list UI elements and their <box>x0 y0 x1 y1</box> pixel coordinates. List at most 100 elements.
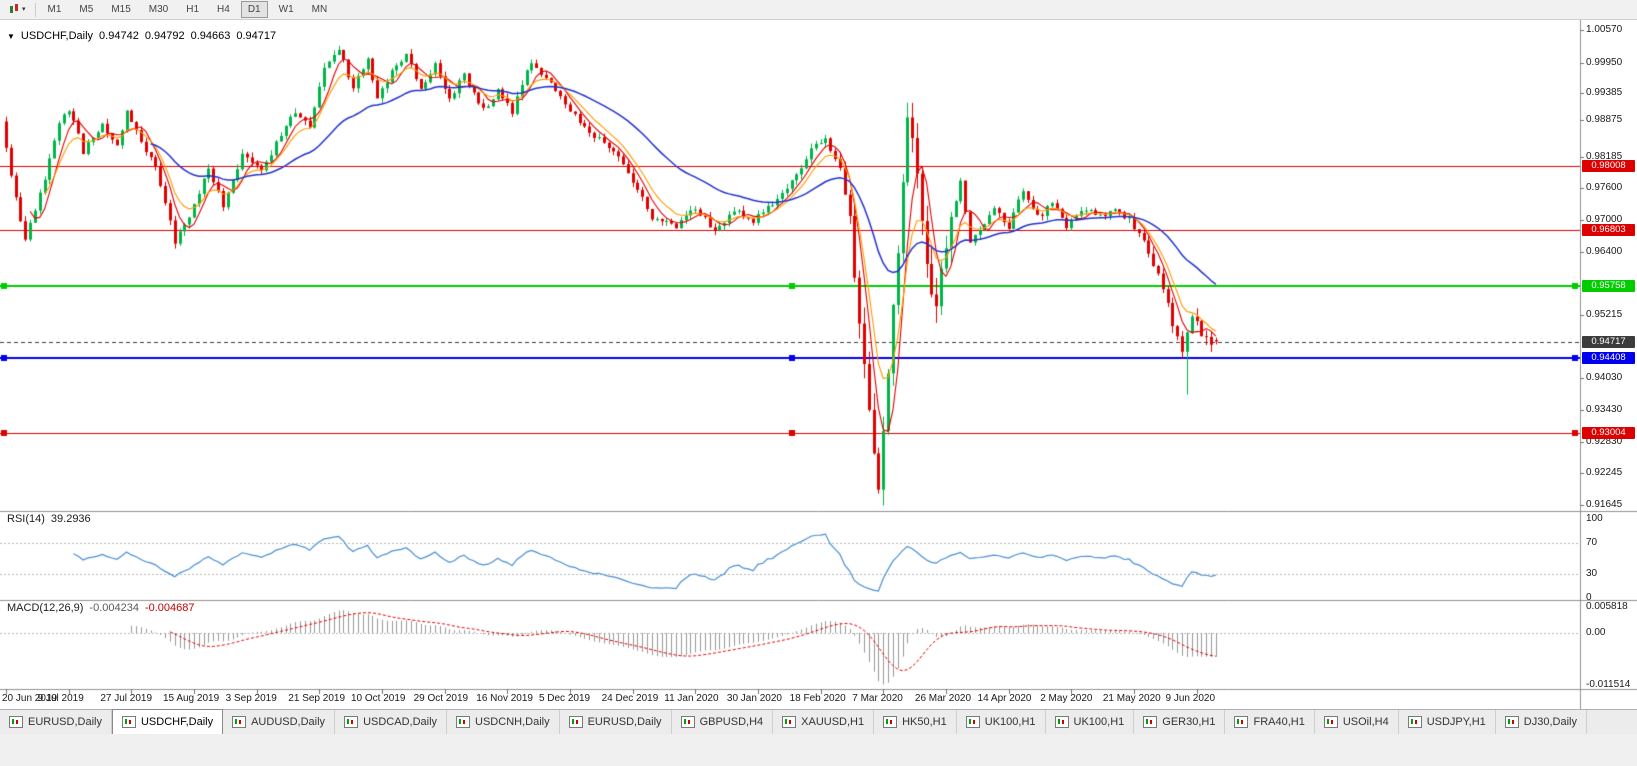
price-axis-tick: 0.97000 <box>1586 214 1623 225</box>
timeframe-buttons: M1 M5 M15 M30 H1 H4 D1 W1 MN <box>41 1 335 18</box>
price-axis-tick: 0.95215 <box>1586 309 1623 320</box>
chart-tab-label: USDCAD,Daily <box>363 716 438 728</box>
chart-tab-icon <box>965 716 980 728</box>
chart-ohlc-readout: ▼ USDCHF,Daily 0.94742 0.94792 0.94663 0… <box>7 30 276 42</box>
time-axis-label: 30 Jan 2020 <box>726 693 782 704</box>
time-axis-label: 18 Feb 2020 <box>789 693 846 704</box>
time-axis-label: 16 Nov 2019 <box>476 693 533 704</box>
rsi-axis-tick: 70 <box>1586 536 1598 548</box>
chart-tabs-bar: EURUSD,Daily USDCHF,Daily AUDUSD,Daily U… <box>0 709 1637 734</box>
price-level-label: 0.95758 <box>1582 280 1635 293</box>
chart-tab-label: HK50,H1 <box>902 716 947 728</box>
time-axis-label: 10 Oct 2019 <box>350 693 406 704</box>
chart-tab-label: EURUSD,Daily <box>28 716 102 728</box>
price-axis-tick: 0.93430 <box>1586 404 1623 415</box>
price-axis-tick: 1.00570 <box>1586 24 1623 35</box>
time-axis-label: 20 Jun 2019 <box>2 693 58 704</box>
price-axis-tick: 0.91645 <box>1586 499 1623 510</box>
timeframe-button[interactable]: MN <box>305 1 335 18</box>
time-axis-label: 21 May 2020 <box>1102 693 1161 704</box>
chart-tab-label: USDCHF,Daily <box>140 716 214 728</box>
macd-signal-value: -0.004687 <box>144 602 195 614</box>
time-axis-label: 2 May 2020 <box>1040 693 1093 704</box>
chart-tab[interactable]: EURUSD,Daily <box>559 710 672 734</box>
time-axis-label: 9 Jun 2020 <box>1165 693 1216 704</box>
chart-tab[interactable]: EURUSD,Daily <box>0 710 112 734</box>
chart-area: ▼ USDCHF,Daily 0.94742 0.94792 0.94663 0… <box>0 20 1637 709</box>
chart-tab[interactable]: GBPUSD,H4 <box>671 710 774 734</box>
price-chart-canvas[interactable] <box>0 20 1637 709</box>
chart-tab[interactable]: XAUUSD,H1 <box>773 710 875 734</box>
price-level-label: 0.93004 <box>1582 426 1635 439</box>
macd-indicator-label: MACD(12,26,9) -0.004234 -0.004687 <box>7 602 195 614</box>
ohlc-high: 0.94792 <box>144 30 185 42</box>
chart-tab-icon <box>232 716 247 728</box>
rsi-name: RSI(14) <box>7 513 45 525</box>
chart-type-button[interactable]: ▾ <box>5 3 30 16</box>
macd-axis-tick: -0.011514 <box>1586 678 1631 690</box>
chart-tab[interactable]: USDCAD,Daily <box>335 710 448 734</box>
timeframe-button[interactable]: M30 <box>142 1 175 18</box>
rsi-value: 39.2936 <box>50 513 91 525</box>
chart-tab[interactable]: FRA40,H1 <box>1225 710 1315 734</box>
ohlc-low: 0.94663 <box>190 30 231 42</box>
chart-tab-icon <box>121 716 136 728</box>
time-axis-label: 11 Jan 2020 <box>664 693 719 704</box>
timeframe-toolbar: ▾ M1 M5 M15 M30 H1 H4 D1 W1 MN <box>0 0 1637 20</box>
rsi-axis-tick: 30 <box>1586 568 1598 580</box>
timeframe-button[interactable]: M1 <box>41 1 69 18</box>
timeframe-button[interactable]: M15 <box>104 1 137 18</box>
timeframe-button[interactable]: H4 <box>210 1 237 18</box>
chart-tab-label: UK100,H1 <box>984 716 1036 728</box>
rsi-axis-tick: 0 <box>1586 592 1592 603</box>
time-axis-label: 27 Jul 2019 <box>100 693 153 704</box>
ohlc-close: 0.94717 <box>236 30 277 42</box>
price-level-label: 0.98008 <box>1582 160 1635 173</box>
price-axis-tick: 0.98185 <box>1586 150 1623 162</box>
chart-tab[interactable]: DJ30,Daily <box>1495 710 1587 734</box>
chart-tab[interactable]: GER30,H1 <box>1134 710 1226 734</box>
chart-tabs: EURUSD,Daily USDCHF,Daily AUDUSD,Daily U… <box>0 709 1637 734</box>
chart-tab-icon <box>1407 716 1422 728</box>
time-axis-label: 3 Sep 2019 <box>225 693 277 704</box>
chart-tab[interactable]: USOil,H4 <box>1314 710 1399 734</box>
price-level-label: 0.94408 <box>1582 351 1635 364</box>
chart-tab-icon <box>883 716 898 728</box>
price-axis-tick: 0.99385 <box>1586 87 1623 99</box>
chart-tab-icon <box>344 716 359 728</box>
time-axis-label: 24 Dec 2019 <box>601 693 659 704</box>
chart-tab-label: GER30,H1 <box>1162 716 1216 728</box>
time-axis-label: 7 Mar 2020 <box>852 693 903 704</box>
symbol-dropdown-icon[interactable]: ▼ <box>7 31 15 41</box>
timeframe-button[interactable]: D1 <box>240 1 268 18</box>
chart-tab-label: XAUUSD,H1 <box>801 716 865 728</box>
macd-axis-tick: 0.005818 <box>1586 601 1628 612</box>
chart-symbol-period: USDCHF,Daily <box>20 30 94 42</box>
chart-tab-icon <box>680 716 695 728</box>
timeframe-button[interactable]: M5 <box>72 1 100 18</box>
chart-tab[interactable]: USDJPY,H1 <box>1398 710 1496 734</box>
chart-tab[interactable]: USDCHF,Daily <box>111 709 224 734</box>
time-axis-label: 29 Oct 2019 <box>413 693 469 704</box>
chart-tab-icon <box>1323 716 1338 728</box>
time-axis-label: 5 Dec 2019 <box>538 693 591 704</box>
chart-tab-icon <box>568 716 583 728</box>
time-axis-label: 21 Sep 2019 <box>288 693 346 704</box>
timeframe-button[interactable]: H1 <box>179 1 206 18</box>
chart-tab-icon <box>456 716 471 728</box>
price-axis-tick: 0.92245 <box>1586 467 1623 479</box>
chart-tab[interactable]: AUDUSD,Daily <box>223 710 336 734</box>
chart-tab[interactable]: USDCNH,Daily <box>447 710 560 734</box>
timeframe-button[interactable]: W1 <box>272 1 301 18</box>
candlestick-chart-icon <box>9 4 20 15</box>
chart-tab[interactable]: HK50,H1 <box>874 710 957 734</box>
time-axis-label: 14 Apr 2020 <box>977 693 1032 704</box>
chart-tab[interactable]: UK100,H1 <box>956 710 1046 734</box>
chart-tab[interactable]: UK100,H1 <box>1045 710 1135 734</box>
toolbar-divider <box>34 2 36 17</box>
chart-tab-label: EURUSD,Daily <box>587 716 662 728</box>
chart-tab-label: GBPUSD,H4 <box>699 716 764 728</box>
chart-tab-label: FRA40,H1 <box>1253 716 1305 728</box>
price-axis-tick: 0.94030 <box>1586 372 1623 384</box>
